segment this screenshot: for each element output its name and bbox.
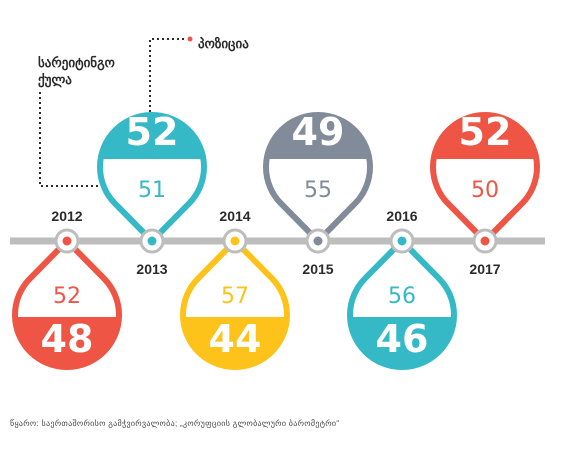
source-note: წყარო: საერთაშორისო გამჭვირვალობა; „კორუ… — [10, 419, 340, 428]
position-value-2016: 46 — [376, 317, 429, 361]
legend-position-label: პოზიცია — [198, 36, 249, 51]
year-label-2016: 2016 — [386, 208, 417, 224]
legend-score-leader — [39, 92, 122, 187]
timeline-node-dot-2012 — [62, 236, 72, 246]
position-value-2014: 44 — [209, 317, 262, 361]
year-label-2017: 2017 — [469, 261, 500, 277]
timeline-node-dot-2013 — [147, 236, 157, 246]
position-value-2015: 49 — [292, 110, 345, 154]
score-value-2015: 55 — [304, 178, 332, 203]
legend-position-dot — [187, 36, 193, 42]
year-label-2014: 2014 — [219, 208, 250, 224]
position-value-2013: 52 — [126, 110, 179, 154]
position-value-2017: 52 — [459, 110, 512, 154]
year-label-2013: 2013 — [136, 261, 167, 277]
legend-score-label: სარეიტინგო ქულა — [38, 55, 115, 87]
score-value-2014: 57 — [221, 284, 249, 309]
timeline-node-dot-2015 — [313, 236, 323, 246]
timeline-node-dot-2017 — [480, 236, 490, 246]
timeline-node-dot-2016 — [397, 236, 407, 246]
year-label-2012: 2012 — [51, 208, 82, 224]
legend-position-leader — [149, 38, 186, 127]
timeline-node-dot-2014 — [230, 236, 240, 246]
score-value-2016: 56 — [388, 284, 416, 309]
score-value-2017: 50 — [471, 178, 499, 203]
position-value-2012: 48 — [41, 317, 94, 361]
score-value-2013: 51 — [138, 178, 166, 203]
score-value-2012: 52 — [53, 284, 81, 309]
year-label-2015: 2015 — [302, 261, 333, 277]
